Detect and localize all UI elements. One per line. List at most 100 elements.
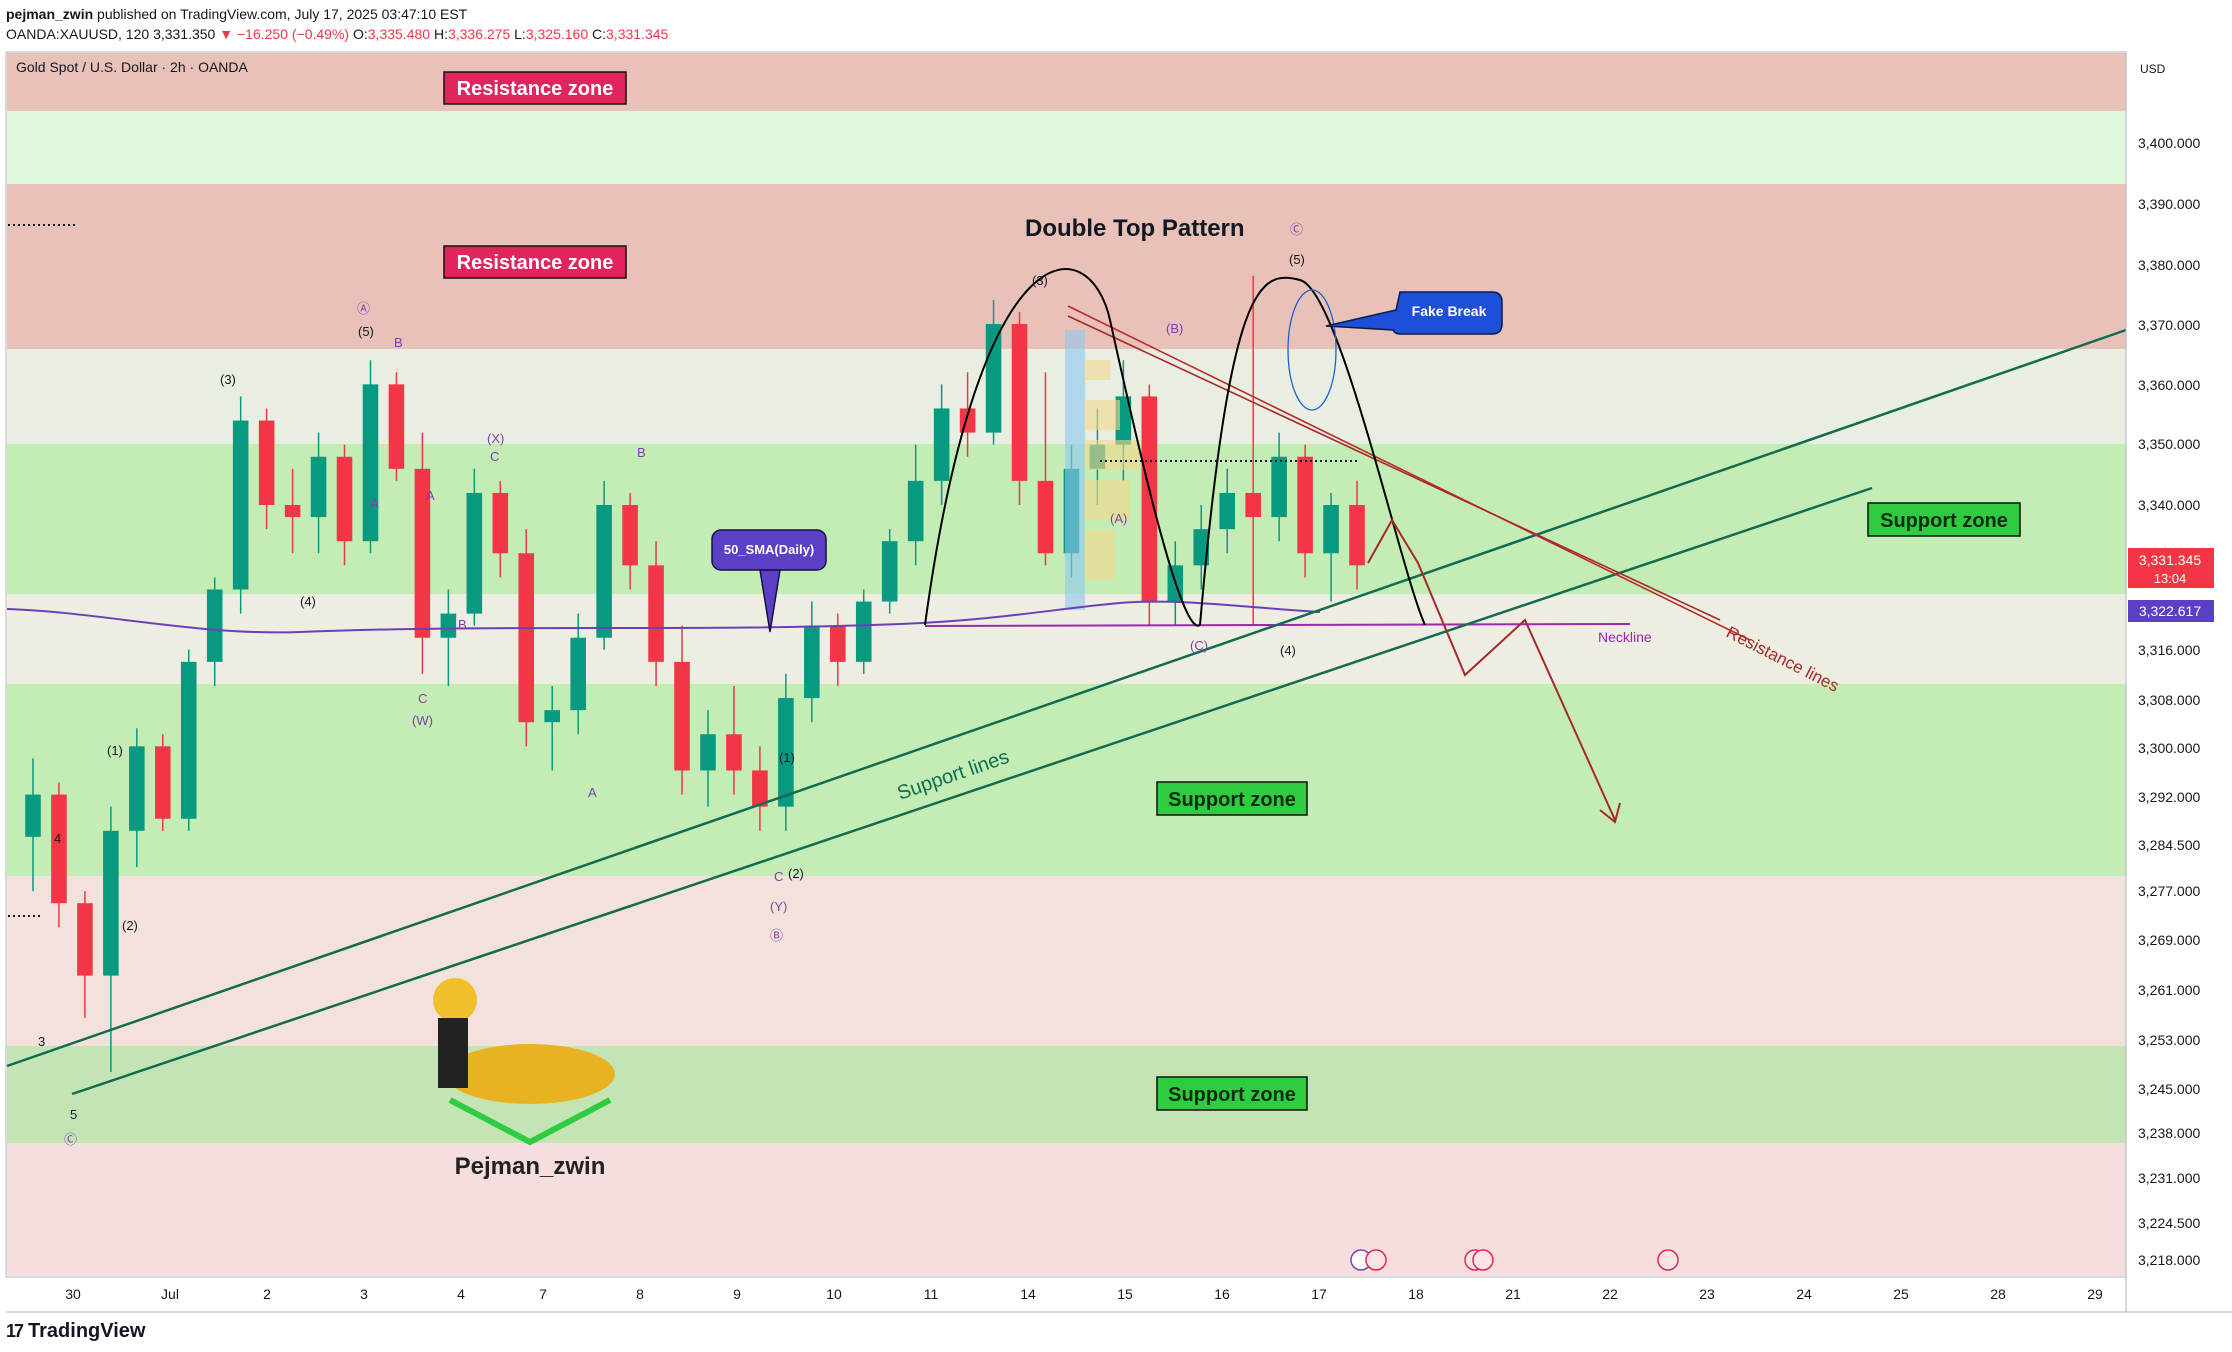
price-axis[interactable] — [2126, 52, 2232, 1277]
x-tick-label: 14 — [1020, 1286, 1036, 1302]
wave-label: (W) — [412, 713, 433, 728]
x-tick-label: Jul — [161, 1286, 179, 1302]
candle-body — [25, 794, 41, 837]
sma-price-tag-text: 3,322.617 — [2139, 603, 2201, 619]
candle-body — [206, 589, 223, 662]
ohlc-line: OANDA:XAUUSD, 120 3,331.350 ▼ −16.250 (−… — [6, 24, 668, 44]
flag-us-icon[interactable] — [1472, 1249, 1494, 1271]
close-label: C: — [592, 26, 607, 42]
candle-body — [726, 734, 742, 771]
candle-body — [907, 480, 924, 542]
tradingview-mark-icon: 17 — [6, 1321, 24, 1341]
down-arrow-icon: ▼ — [219, 26, 234, 42]
tradingview-logo[interactable]: 17 TradingView — [6, 1320, 145, 1343]
y-tick-label: 3,400.000 — [2138, 135, 2200, 151]
currency-label: USD — [2140, 62, 2166, 76]
symbol-label: OANDA:XAUUSD, 120 — [6, 26, 150, 42]
last-price-tag: 3,331.345 13:04 — [2128, 548, 2214, 588]
resistance-zone-text: Resistance zone — [457, 78, 614, 100]
resistance-band-main — [7, 184, 2126, 349]
y-tick-label: 3,284.500 — [2138, 837, 2200, 853]
wave-label: (4) — [300, 594, 316, 609]
support-band-lower — [7, 1046, 2126, 1143]
wave-label: 3 — [38, 1034, 45, 1049]
sma-line — [6, 600, 1321, 634]
candle-body — [1271, 456, 1287, 518]
candle-body — [1011, 324, 1028, 481]
last-price: 3,331.350 — [153, 26, 216, 42]
support-line-upper — [6, 328, 2127, 1068]
candle-body — [881, 541, 898, 602]
candle-body — [492, 492, 509, 554]
candle-body — [985, 324, 1002, 433]
x-tick-label: 9 — [733, 1286, 741, 1302]
support-zone-text: Support zone — [1880, 510, 2008, 532]
wave-label: (3) — [220, 372, 236, 387]
candle-body — [830, 625, 846, 662]
wave-label: A — [588, 785, 597, 800]
candle-body — [362, 384, 379, 542]
fake-break-ellipse — [1287, 289, 1337, 411]
tradingview-brand: TradingView — [28, 1320, 146, 1342]
candle-body — [440, 613, 457, 638]
candle-body — [232, 420, 249, 590]
y-tick-label: 3,231.000 — [2138, 1170, 2200, 1186]
close-value: 3,331.345 — [606, 26, 669, 42]
resistance-line-a — [1067, 305, 1751, 641]
y-tick-label: 3,390.000 — [2138, 196, 2200, 212]
candle-body — [1349, 505, 1365, 566]
candle-body — [622, 505, 638, 566]
volume-profile-bar — [1085, 530, 1115, 580]
volume-profile-bar — [1085, 440, 1140, 470]
candle-body — [674, 661, 690, 771]
fake-break-text: Fake Break — [1412, 303, 1487, 319]
x-tick-label: 7 — [539, 1286, 547, 1302]
pattern-title: Double Top Pattern — [1025, 215, 1245, 242]
candle-body — [310, 456, 327, 518]
event-icons[interactable] — [1350, 1249, 1679, 1271]
y-tick-label: 3,370.000 — [2138, 317, 2200, 333]
wave-label: 4 — [54, 831, 61, 846]
price-change: −16.250 (−0.49%) — [237, 26, 350, 42]
candle-body — [700, 734, 716, 771]
signature-text: Pejman_zwin — [455, 1153, 606, 1180]
wave-label: (2) — [122, 918, 138, 933]
candle-body — [1141, 396, 1158, 602]
open-label: O: — [352, 26, 368, 42]
zone-bands — [7, 53, 2126, 1276]
volume-profile-bar — [1085, 400, 1120, 430]
wave-label: (1) — [107, 743, 123, 758]
flag-us-icon[interactable] — [1657, 1249, 1679, 1271]
author-name[interactable]: pejman_zwin — [6, 6, 94, 22]
y-tick-label: 3,277.000 — [2138, 883, 2200, 899]
wave-label: Ⓐ — [357, 301, 370, 316]
candle-body — [648, 565, 664, 662]
volume-profile-bar — [1085, 480, 1130, 520]
y-tick-label: 3,253.000 — [2138, 1032, 2200, 1048]
x-tick-label: 25 — [1893, 1286, 1909, 1302]
high-label: H: — [433, 26, 448, 42]
flag-us-icon[interactable] — [1365, 1249, 1387, 1271]
resistance-zone-label-2: Resistance zone — [443, 245, 627, 279]
wave-label: B — [394, 335, 403, 350]
wave-label: (X) — [487, 431, 504, 446]
y-tick-label: 3,261.000 — [2138, 982, 2200, 998]
candle-body — [1219, 492, 1235, 530]
wave-label: (A) — [1110, 511, 1127, 526]
x-tick-label: 18 — [1408, 1286, 1424, 1302]
y-tick-label: 3,360.000 — [2138, 377, 2200, 393]
fake-break-callout: Fake Break — [1325, 291, 1503, 335]
support-zone-text: Support zone — [1168, 1084, 1296, 1106]
wave-label: C — [490, 449, 499, 464]
support-zone-text: Support zone — [1168, 789, 1296, 811]
y-tick-label: 3,350.000 — [2138, 436, 2200, 452]
candle-body — [180, 661, 197, 819]
neckline-label: Neckline — [1598, 629, 1652, 645]
y-tick-label: 3,380.000 — [2138, 257, 2200, 273]
double-top-left-arc — [924, 268, 1201, 627]
x-tick-label: 28 — [1990, 1286, 2006, 1302]
wave-label: Ⓑ — [770, 928, 783, 943]
y-tick-label: 3,308.000 — [2138, 692, 2200, 708]
wave-label: (5) — [1289, 252, 1305, 267]
